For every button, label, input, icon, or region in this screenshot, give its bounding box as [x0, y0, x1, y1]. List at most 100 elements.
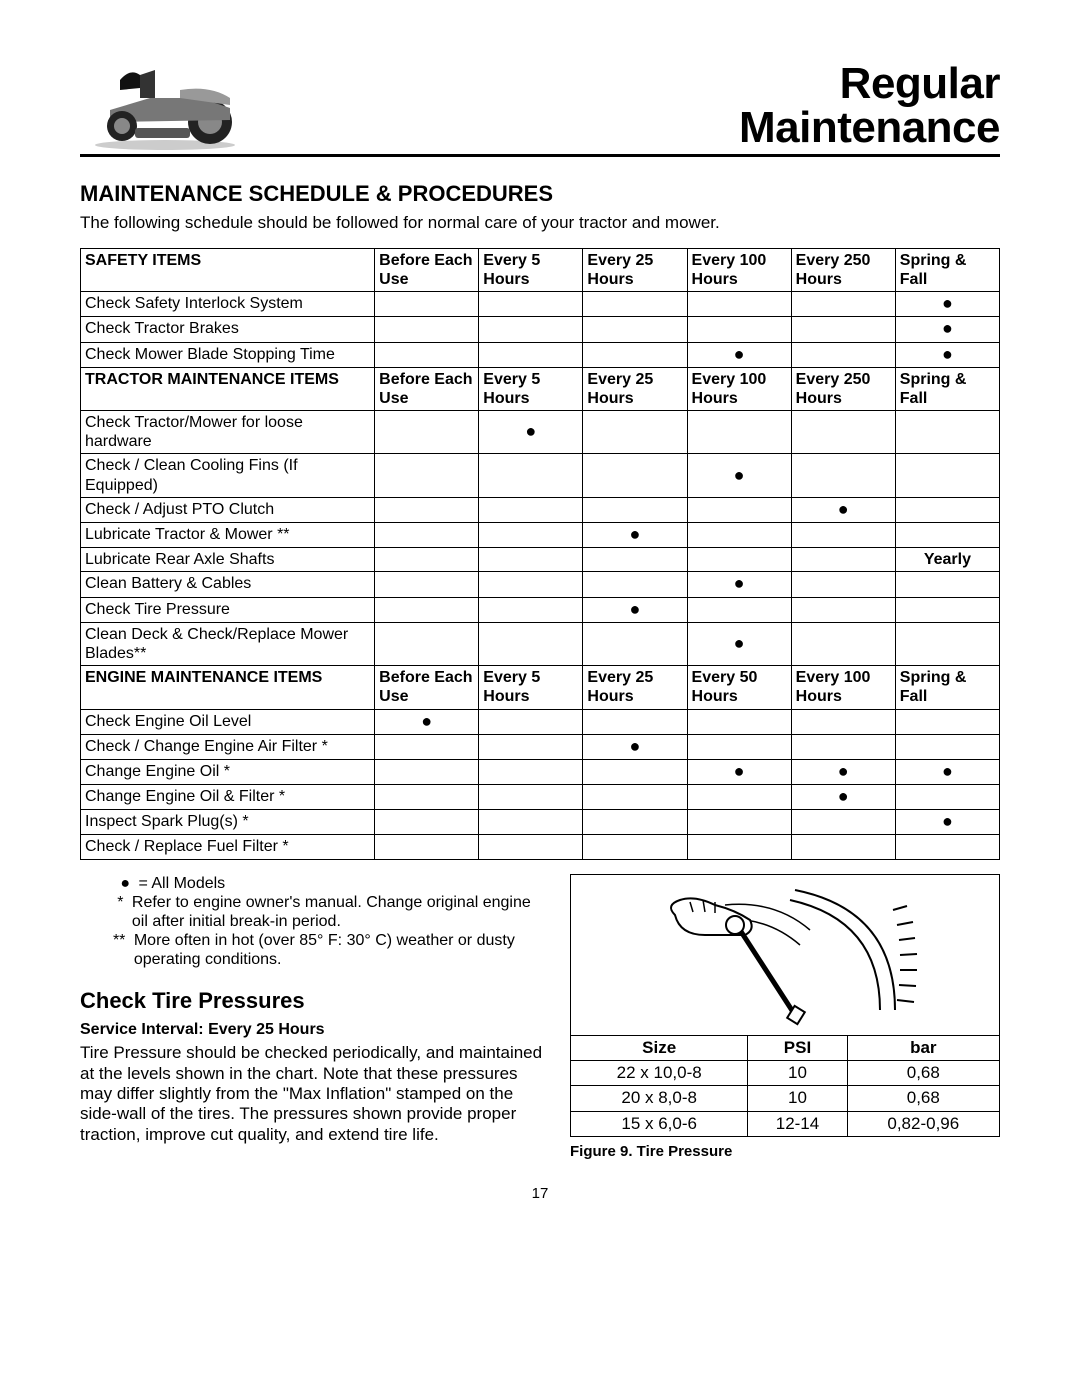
bullet-icon: ● — [630, 736, 641, 756]
table-col-header: Before Each Use — [375, 666, 479, 709]
table-cell — [895, 454, 999, 497]
table-cell — [895, 835, 999, 859]
table-cell: ● — [895, 292, 999, 317]
table-cell: ● — [583, 523, 687, 548]
legend-block: ● = All Models * Refer to engine owner's… — [80, 874, 544, 970]
table-row-item: Check Tractor Brakes — [81, 317, 375, 342]
table-cell — [895, 622, 999, 665]
table-section-header: SAFETY ITEMS — [81, 248, 375, 291]
table-row-item: Change Engine Oil & Filter * — [81, 785, 375, 810]
table-cell — [479, 572, 583, 597]
table-cell — [375, 548, 479, 572]
page-number: 17 — [80, 1185, 1000, 1203]
table-cell — [375, 342, 479, 367]
table-cell — [687, 497, 791, 522]
table-cell: ● — [479, 411, 583, 454]
table-cell — [583, 317, 687, 342]
table-section-header: TRACTOR MAINTENANCE ITEMS — [81, 367, 375, 410]
table-cell — [479, 835, 583, 859]
table-cell — [479, 317, 583, 342]
table-cell — [687, 709, 791, 734]
table-cell — [479, 734, 583, 759]
table-cell — [791, 548, 895, 572]
table-row-item: Clean Deck & Check/Replace Mower Blades*… — [81, 622, 375, 665]
table-row-item: Check / Replace Fuel Filter * — [81, 835, 375, 859]
table-cell — [895, 709, 999, 734]
table-row-item: Check Safety Interlock System — [81, 292, 375, 317]
table-cell: ● — [895, 759, 999, 784]
table-cell: ● — [791, 497, 895, 522]
figure-caption: Figure 9. Tire Pressure — [570, 1143, 1000, 1161]
table-cell — [583, 785, 687, 810]
tire-cell: 22 x 10,0-8 — [571, 1061, 748, 1086]
tire-cell: 0,68 — [847, 1061, 999, 1086]
table-cell — [583, 411, 687, 454]
tire-cell: 12-14 — [748, 1111, 847, 1136]
maintenance-table: SAFETY ITEMSBefore Each UseEvery 5 Hours… — [80, 248, 1000, 860]
table-row-item: Clean Battery & Cables — [81, 572, 375, 597]
table-cell — [479, 523, 583, 548]
table-cell — [479, 785, 583, 810]
table-cell — [375, 785, 479, 810]
table-cell — [479, 454, 583, 497]
table-row-item: Lubricate Rear Axle Shafts — [81, 548, 375, 572]
table-col-header: Spring & Fall — [895, 666, 999, 709]
table-cell — [583, 497, 687, 522]
legend-manual: Refer to engine owner's manual. Change o… — [132, 893, 544, 931]
table-cell — [687, 411, 791, 454]
table-col-header: Spring & Fall — [895, 248, 999, 291]
bullet-icon: ● — [838, 786, 849, 806]
table-cell — [375, 454, 479, 497]
table-row-item: Change Engine Oil * — [81, 759, 375, 784]
table-cell — [791, 317, 895, 342]
table-cell — [375, 759, 479, 784]
tire-cell: 10 — [748, 1086, 847, 1111]
table-cell: ● — [687, 454, 791, 497]
bullet-icon: ● — [838, 499, 849, 519]
bullet-icon: ● — [838, 761, 849, 781]
tire-cell: 0,82-0,96 — [847, 1111, 999, 1136]
table-col-header: Every 100 Hours — [791, 666, 895, 709]
table-cell — [687, 835, 791, 859]
table-cell — [895, 572, 999, 597]
bullet-icon: ● — [942, 318, 953, 338]
table-col-header: Every 5 Hours — [479, 248, 583, 291]
table-cell: ● — [687, 759, 791, 784]
table-cell — [479, 292, 583, 317]
table-col-header: Before Each Use — [375, 248, 479, 291]
table-cell: ● — [687, 622, 791, 665]
bullet-icon: ● — [734, 633, 745, 653]
table-cell — [791, 597, 895, 622]
table-cell — [583, 572, 687, 597]
table-cell: ● — [687, 342, 791, 367]
table-row-item: Check Mower Blade Stopping Time — [81, 342, 375, 367]
bullet-icon: ● — [942, 761, 953, 781]
table-cell — [479, 810, 583, 835]
tire-cell: 20 x 8,0-8 — [571, 1086, 748, 1111]
table-cell — [479, 497, 583, 522]
page-header: Regular Maintenance — [80, 50, 1000, 157]
tire-body-text: Tire Pressure should be checked periodic… — [80, 1043, 544, 1145]
table-cell — [375, 523, 479, 548]
table-cell — [583, 759, 687, 784]
table-cell — [791, 342, 895, 367]
tire-pressure-table: SizePSIbar 22 x 10,0-8100,6820 x 8,0-810… — [571, 1035, 999, 1137]
table-cell — [375, 734, 479, 759]
table-col-header: Every 25 Hours — [583, 367, 687, 410]
table-cell — [791, 292, 895, 317]
table-cell — [791, 454, 895, 497]
table-cell — [583, 454, 687, 497]
table-cell: ● — [895, 317, 999, 342]
table-cell — [583, 709, 687, 734]
table-cell — [791, 572, 895, 597]
table-cell — [375, 317, 479, 342]
table-cell — [375, 497, 479, 522]
table-cell — [687, 597, 791, 622]
mower-icon — [80, 50, 250, 150]
tire-cell: 0,68 — [847, 1086, 999, 1111]
table-row-item: Check Engine Oil Level — [81, 709, 375, 734]
table-cell — [479, 342, 583, 367]
table-cell: ● — [687, 572, 791, 597]
title-line-1: Regular — [250, 62, 1000, 106]
table-col-header: Every 25 Hours — [583, 666, 687, 709]
